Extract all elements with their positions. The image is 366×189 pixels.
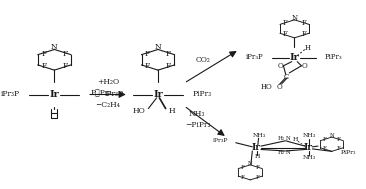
Text: +H₂O: +H₂O — [97, 78, 119, 86]
Text: N: N — [51, 43, 58, 51]
Text: H: H — [292, 137, 298, 142]
Text: iPr₃P: iPr₃P — [1, 90, 20, 98]
Text: H: H — [168, 107, 175, 115]
Text: N: N — [329, 133, 334, 138]
Text: Ir: Ir — [290, 53, 299, 62]
Text: F: F — [41, 50, 46, 57]
Text: Ir: Ir — [304, 143, 313, 153]
Text: iPr₃P: iPr₃P — [104, 90, 123, 98]
Text: iPr₃P: iPr₃P — [246, 53, 264, 61]
Text: HO: HO — [132, 107, 145, 115]
Text: H₂: H₂ — [277, 136, 285, 141]
Text: −C₂H₄: −C₂H₄ — [96, 101, 120, 109]
Text: F: F — [62, 62, 68, 70]
Text: N: N — [285, 150, 290, 155]
Text: NH₃: NH₃ — [302, 155, 315, 160]
Text: F: F — [62, 50, 68, 57]
Text: F: F — [145, 62, 150, 70]
Text: H₂: H₂ — [277, 150, 285, 155]
Text: F: F — [283, 19, 288, 27]
Text: PiPr₃: PiPr₃ — [325, 53, 343, 61]
Text: H: H — [305, 44, 311, 52]
Text: O: O — [277, 83, 283, 91]
Text: O: O — [278, 62, 284, 70]
Text: F: F — [301, 30, 306, 38]
Text: F: F — [323, 146, 327, 151]
Text: CO₂: CO₂ — [195, 56, 210, 64]
Text: PℓPr₃: PℓPr₃ — [91, 90, 112, 98]
Text: O: O — [301, 62, 307, 70]
Text: F: F — [323, 137, 327, 142]
Text: F: F — [41, 62, 46, 70]
Text: N: N — [248, 161, 253, 166]
Text: PiPr₃: PiPr₃ — [341, 150, 356, 155]
Text: NH₃: NH₃ — [302, 133, 315, 138]
Text: NH₃: NH₃ — [253, 133, 266, 138]
Text: Ir: Ir — [153, 90, 163, 99]
Text: H: H — [254, 154, 260, 160]
Text: HO: HO — [260, 83, 272, 91]
Text: F: F — [241, 165, 245, 170]
Text: F: F — [256, 165, 259, 170]
Text: N: N — [155, 43, 161, 51]
Text: C: C — [283, 73, 288, 81]
Text: N: N — [291, 14, 298, 22]
Text: Ir: Ir — [49, 90, 59, 99]
Text: PiPr₃: PiPr₃ — [193, 90, 212, 98]
Text: F: F — [337, 146, 341, 151]
Text: F: F — [145, 50, 150, 57]
Text: F: F — [166, 62, 171, 70]
Text: F: F — [301, 19, 306, 27]
Text: F: F — [283, 30, 288, 38]
Text: −PiPr₃: −PiPr₃ — [185, 121, 211, 129]
Text: iPr₃P: iPr₃P — [213, 138, 228, 143]
Text: F: F — [256, 175, 259, 180]
Text: N: N — [285, 136, 290, 141]
Text: F: F — [166, 50, 171, 57]
Text: F: F — [241, 175, 245, 180]
Text: Ir: Ir — [252, 143, 261, 153]
Text: NH₃: NH₃ — [189, 110, 205, 118]
Text: F: F — [337, 137, 341, 142]
